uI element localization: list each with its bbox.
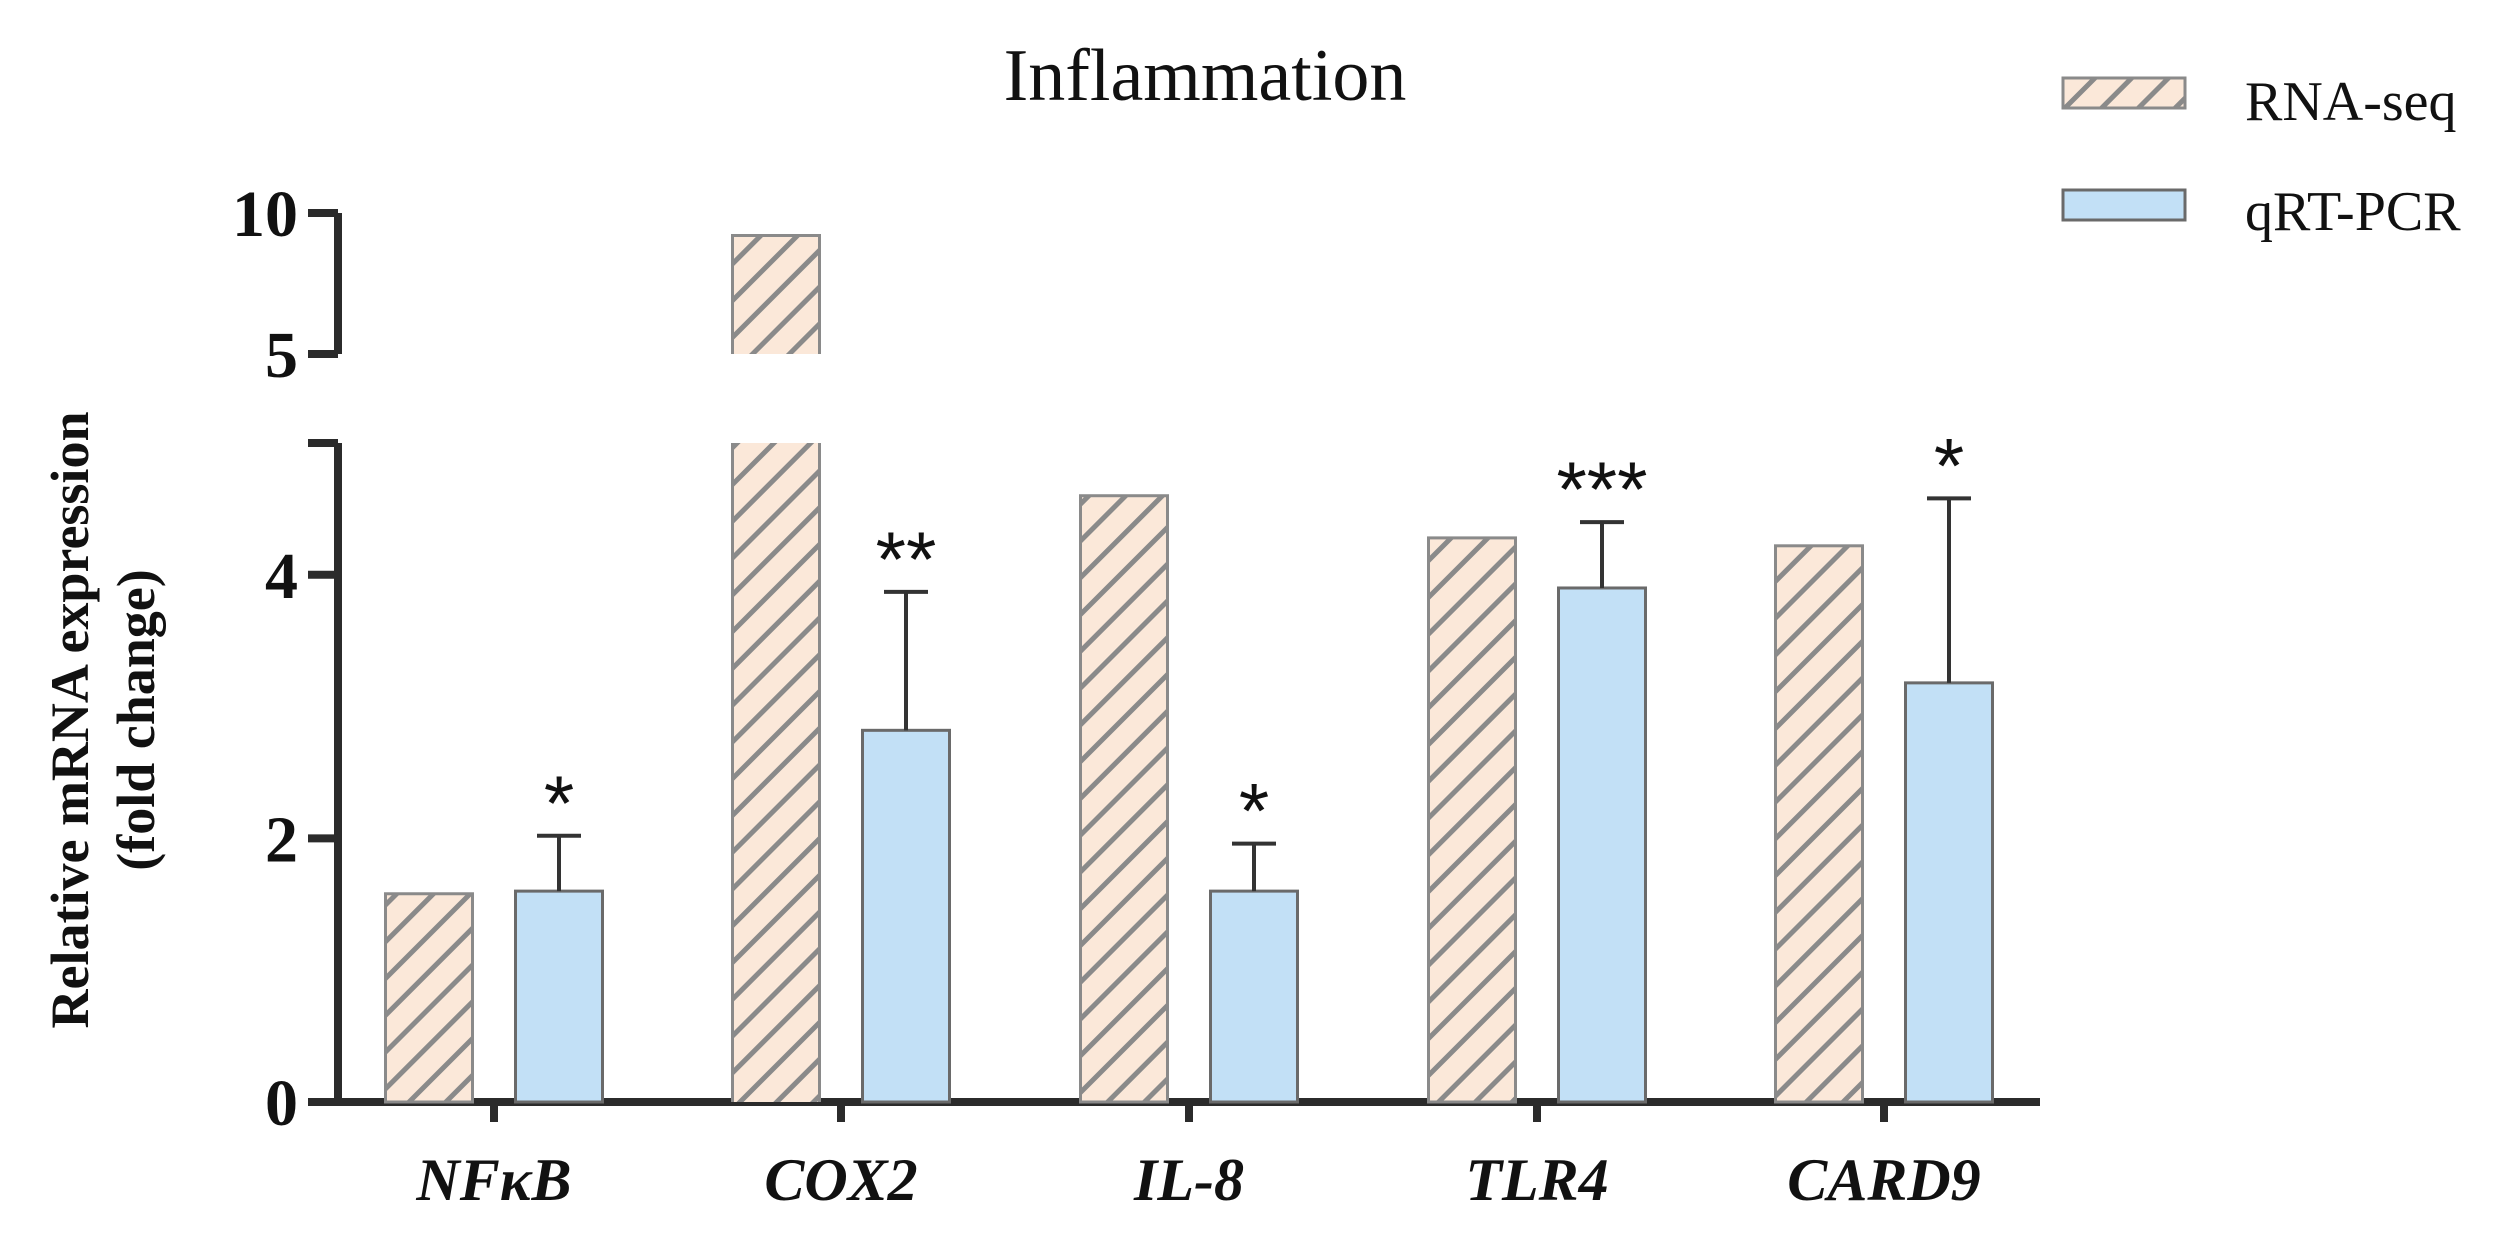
y-tick-label: 4 bbox=[265, 540, 298, 613]
bar-rnaseq-cox2-upper bbox=[733, 236, 820, 354]
y-axis-label-line1: Relative mRNA expression bbox=[40, 412, 100, 1029]
bar-rnaseq-nfb bbox=[386, 894, 473, 1102]
category-labels: NFκB COX2 IL-8 TLR4 CARD9 bbox=[415, 1147, 1980, 1213]
bar-rnaseq-il8 bbox=[1081, 496, 1168, 1102]
legend-swatch-rnaseq bbox=[2063, 78, 2185, 108]
category-label-cox2: COX2 bbox=[764, 1147, 917, 1213]
significance-qrtpcr-cox2: ** bbox=[876, 515, 937, 603]
category-label-tlr4: TLR4 bbox=[1465, 1147, 1608, 1213]
bar-rnaseq-card9 bbox=[1776, 546, 1863, 1102]
bar-qrtpcr-card9 bbox=[1906, 683, 1993, 1102]
y-axis-label: Relative mRNA expression (fold change) bbox=[40, 412, 166, 1029]
category-label-nfb: NFκB bbox=[415, 1147, 571, 1213]
bar-qrtpcr-cox2 bbox=[863, 730, 950, 1102]
significance-qrtpcr-nfb: * bbox=[544, 759, 574, 847]
y-tick-label: 2 bbox=[265, 803, 298, 876]
bars bbox=[386, 236, 1993, 1102]
legend-label-rnaseq: RNA-seq bbox=[2245, 71, 2457, 133]
y-tick-label: 5 bbox=[265, 319, 298, 392]
significance-qrtpcr-il8: * bbox=[1239, 767, 1269, 855]
y-tick-label: 10 bbox=[232, 178, 298, 251]
category-label-card9: CARD9 bbox=[1787, 1147, 1980, 1213]
bar-rnaseq-tlr4 bbox=[1429, 538, 1516, 1102]
y-axis-label-line2: (fold change) bbox=[106, 569, 166, 870]
legend-swatch-qrtpcr bbox=[2063, 190, 2185, 220]
bar-qrtpcr-tlr4 bbox=[1559, 588, 1646, 1102]
bar-rnaseq-cox2-lower bbox=[733, 443, 820, 1102]
legend: RNA-seq qRT-PCR bbox=[2063, 71, 2461, 243]
tick-labels: 0 2 4 5 10 bbox=[232, 178, 298, 1140]
bar-qrtpcr-nfb bbox=[516, 891, 603, 1102]
y-tick-label: 0 bbox=[265, 1067, 298, 1140]
chart-title: Inflammation bbox=[1004, 35, 1407, 117]
significance-qrtpcr-tlr4: *** bbox=[1556, 445, 1647, 533]
significance-qrtpcr-card9: * bbox=[1934, 421, 1964, 509]
legend-label-qrtpcr: qRT-PCR bbox=[2245, 181, 2461, 243]
chart-svg: Inflammation RNA-seq qRT-PCR Relative mR… bbox=[0, 0, 2517, 1251]
bar-qrtpcr-il8 bbox=[1211, 891, 1298, 1102]
category-label-il8: IL-8 bbox=[1133, 1147, 1244, 1213]
